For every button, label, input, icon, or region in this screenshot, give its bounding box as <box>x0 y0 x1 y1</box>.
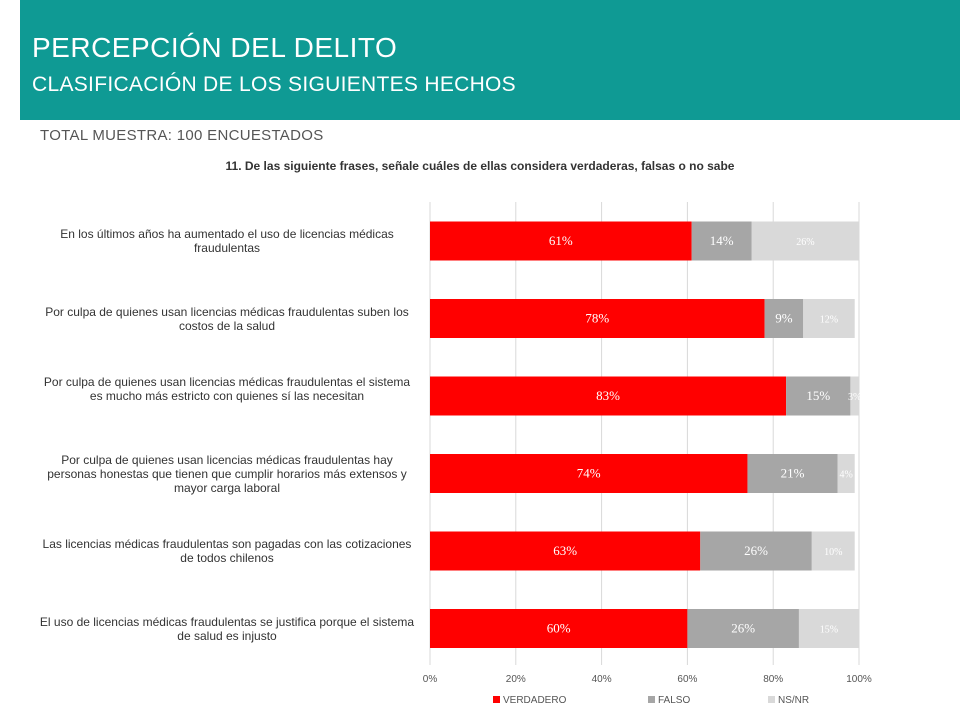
data-label: 4% <box>839 470 852 481</box>
x-tick-label: 40% <box>592 674 612 685</box>
bar-verdadero <box>430 454 748 493</box>
data-label: 26% <box>731 621 755 636</box>
bar-verdadero <box>430 221 692 261</box>
data-label: 12% <box>820 315 838 326</box>
x-tick-label: 0% <box>423 674 438 685</box>
page-subtitle: CLASIFICACIÓN DE LOS SIGUIENTES HECHOS <box>32 73 516 96</box>
data-label: 61% <box>549 233 573 248</box>
category-label: Las licencias médicas fraudulentas son p… <box>42 537 412 565</box>
data-label: 15% <box>820 625 838 636</box>
bar-ns-nr <box>837 454 855 493</box>
data-label: 78% <box>585 311 609 326</box>
legend-swatch <box>493 696 500 703</box>
x-tick-label: 20% <box>506 674 526 685</box>
x-tick-label: 60% <box>677 674 697 685</box>
category-label: Por culpa de quienes usan licencias médi… <box>43 375 411 403</box>
x-tick-label: 80% <box>763 674 783 685</box>
bar-falso <box>691 221 752 261</box>
header-teal-panel <box>20 0 960 120</box>
bar-verdadero <box>430 299 765 338</box>
data-label: 26% <box>796 237 814 248</box>
legend-label: FALSO <box>658 695 690 706</box>
bar-verdadero <box>430 376 787 416</box>
chart-title: 11. De las siguiente frases, señale cuál… <box>225 159 735 173</box>
bar-verdadero <box>430 531 701 571</box>
sample-size: TOTAL MUESTRA: 100 ENCUESTADOS <box>40 127 324 144</box>
legend-label: NS/NR <box>778 695 809 706</box>
x-tick-label: 100% <box>846 674 872 685</box>
page-title: PERCEPCIÓN DEL DELITO <box>32 32 398 63</box>
legend-label: VERDADERO <box>503 695 567 706</box>
data-label: 21% <box>781 466 805 481</box>
bar-falso <box>687 609 799 648</box>
bar-ns-nr <box>803 299 855 338</box>
data-label: 63% <box>553 543 577 558</box>
legend-swatch <box>648 696 655 703</box>
bar-falso <box>700 531 812 571</box>
category-label: Por culpa de quienes usan licencias médi… <box>45 304 409 333</box>
bar-falso <box>786 376 851 416</box>
category-label: En los últimos años ha aumentado el uso … <box>60 227 394 255</box>
bar-falso <box>747 454 838 493</box>
data-label: 9% <box>775 311 793 326</box>
data-label: 60% <box>547 621 571 636</box>
legend-swatch <box>768 696 775 703</box>
data-label: 15% <box>806 388 830 403</box>
bar-ns-nr <box>798 609 859 648</box>
bar-ns-nr <box>751 221 859 261</box>
bar-falso <box>764 299 804 338</box>
data-label: 10% <box>824 547 842 558</box>
data-label: 14% <box>710 233 734 248</box>
category-label: El uso de licencias médicas fraudulentas… <box>39 614 415 643</box>
data-label: 74% <box>577 466 601 481</box>
data-label: 26% <box>744 543 768 558</box>
category-label: Por culpa de quienes usan licencias médi… <box>47 452 407 495</box>
data-label: 3% <box>848 392 861 403</box>
bar-verdadero <box>430 609 688 648</box>
data-label: 83% <box>596 388 620 403</box>
bar-ns-nr <box>850 376 859 416</box>
bar-ns-nr <box>811 531 855 571</box>
